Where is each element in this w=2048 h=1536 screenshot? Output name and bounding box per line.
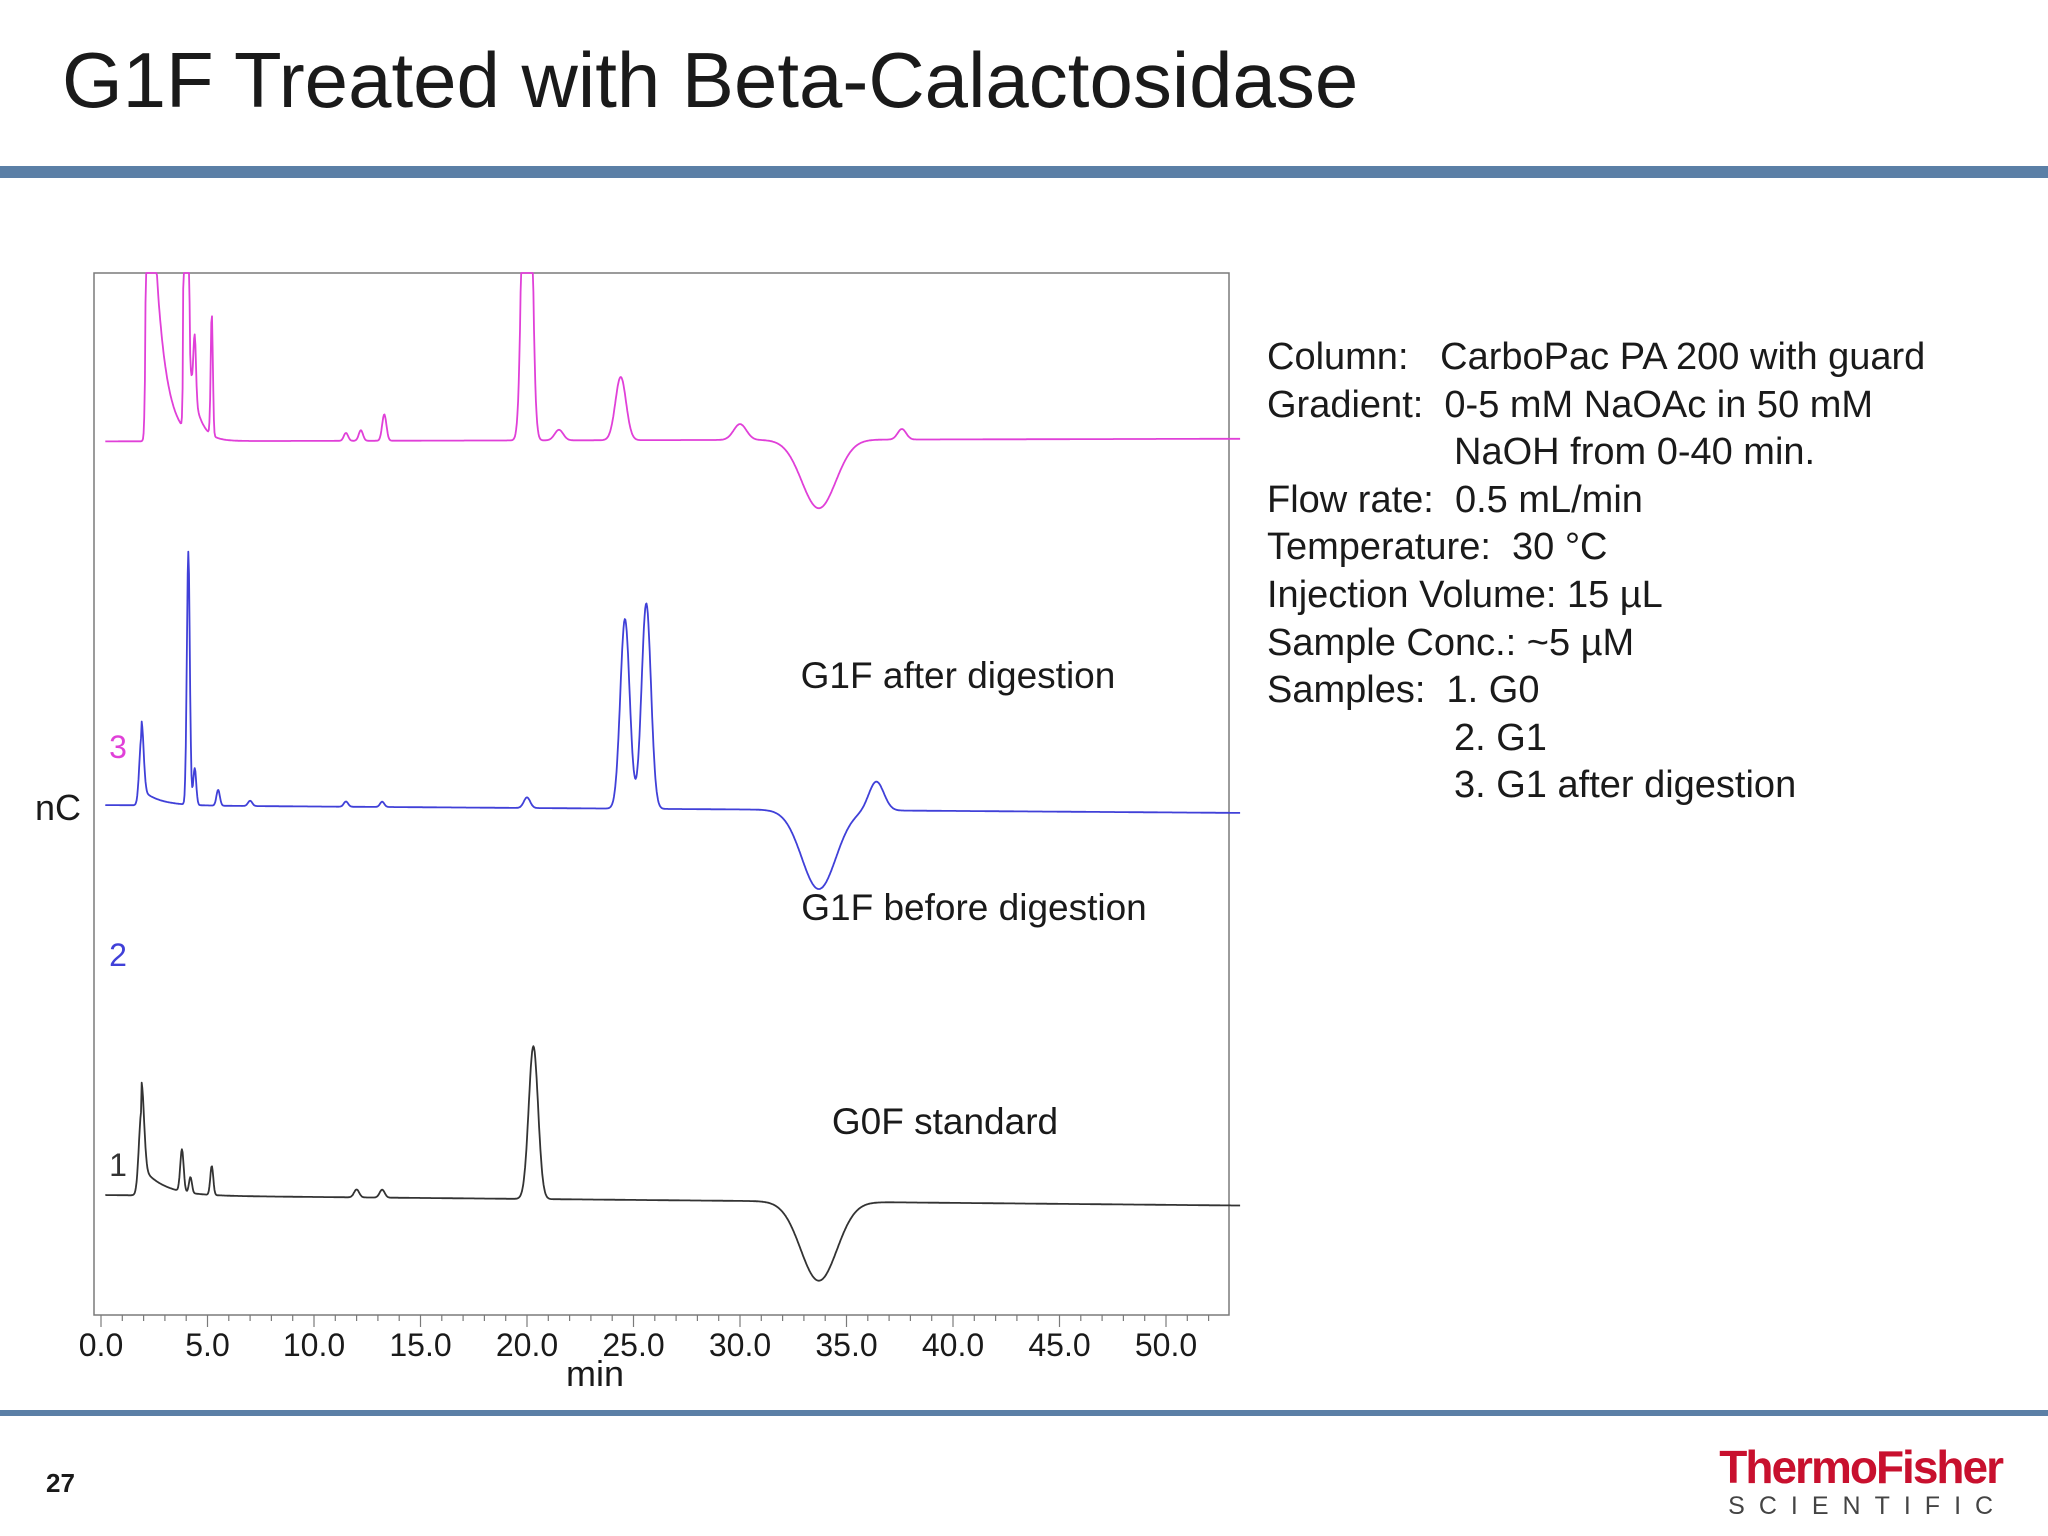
page-number: 27	[46, 1468, 75, 1498]
x-tick-label: 5.0	[185, 1327, 229, 1363]
samples-info-2: 2. G1	[1454, 716, 1547, 759]
trace-annotation-3: G1F after digestion	[801, 655, 1116, 696]
trace-number-2: 2	[109, 937, 127, 973]
y-axis-label: nC	[35, 787, 81, 828]
trace-annotation-2: G1F before digestion	[801, 887, 1147, 928]
x-tick-label: 0.0	[79, 1327, 123, 1363]
slide-title: G1F Treated with Beta-Calactosidase	[62, 36, 1359, 124]
x-tick-label: 40.0	[922, 1327, 984, 1363]
x-tick-label: 25.0	[602, 1327, 664, 1363]
gradient-info-cont: NaOH from 0-40 min.	[1454, 431, 1816, 474]
injection-volume-info: Injection Volume: 15 µL	[1267, 573, 1663, 616]
trace-2	[105, 550, 1241, 890]
x-tick-label: 50.0	[1135, 1327, 1197, 1363]
column-info: Column: CarboPac PA 200 with guard	[1267, 336, 1926, 378]
trace-number-1: 1	[109, 1147, 127, 1183]
gradient-info: Gradient: 0-5 mM NaOAc in 50 mM	[1267, 383, 1874, 426]
x-tick-label: 20.0	[496, 1327, 558, 1363]
thermofisher-logo: ThermoFisher SCIENTIFIC	[1719, 1441, 2004, 1519]
trace-1	[105, 1045, 1241, 1282]
brand-subtitle: SCIENTIFIC	[1728, 1492, 2008, 1520]
x-tick-label: 45.0	[1028, 1327, 1090, 1363]
trace-3	[105, 272, 1241, 510]
plot-frame	[93, 272, 1230, 1316]
temperature-info: Temperature: 30 °C	[1267, 526, 1608, 569]
footer-divider	[0, 1410, 2048, 1416]
sample-conc-info: Sample Conc.: ~5 µM	[1267, 621, 1635, 664]
x-axis-label: min	[566, 1353, 624, 1394]
samples-info-3: 3. G1 after digestion	[1454, 764, 1797, 807]
title-divider	[0, 166, 2048, 178]
method-info: Column: CarboPac PA 200 with guard Gradi…	[1267, 334, 1925, 810]
flow-rate-info: Flow rate: 0.5 mL/min	[1267, 478, 1643, 521]
brand-name: ThermoFisher	[1719, 1441, 2004, 1493]
x-tick-label: 15.0	[389, 1327, 451, 1363]
x-tick-label: 10.0	[283, 1327, 345, 1363]
trace-annotation-1: G0F standard	[832, 1101, 1058, 1142]
samples-info: Samples: 1. G0	[1267, 669, 1540, 712]
trace-number-3: 3	[109, 729, 127, 765]
x-tick-label: 35.0	[815, 1327, 877, 1363]
x-tick-label: 30.0	[709, 1327, 771, 1363]
